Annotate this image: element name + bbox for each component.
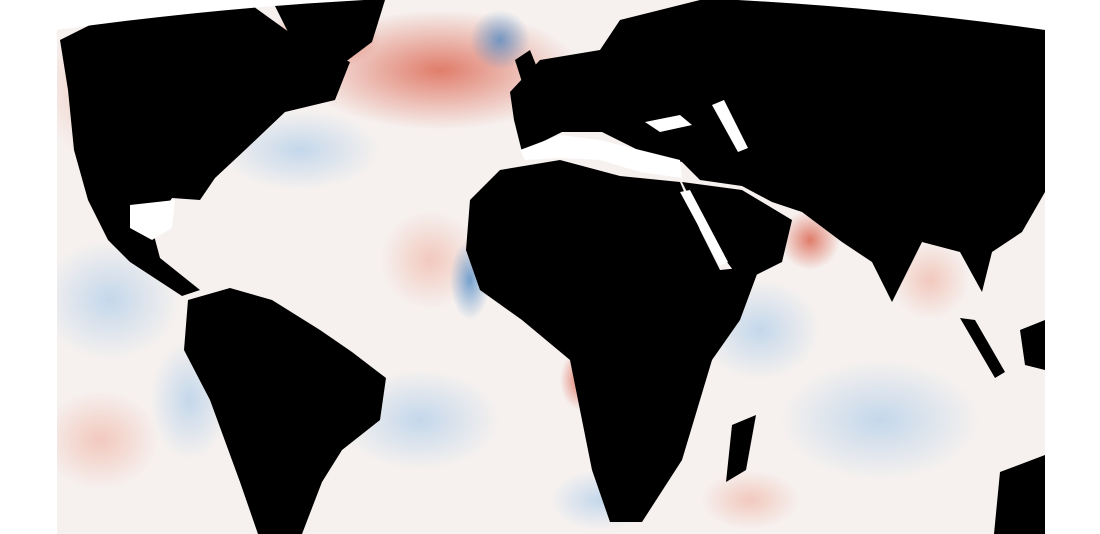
arabia — [682, 182, 792, 282]
red-sea — [680, 190, 728, 266]
borneo — [1020, 320, 1045, 370]
inland-seas — [130, 100, 748, 266]
madagascar — [726, 415, 756, 482]
south-america — [184, 288, 386, 534]
uk — [515, 50, 540, 82]
sumatra — [960, 318, 1005, 378]
caspian — [712, 100, 748, 152]
africa — [466, 160, 760, 522]
globe — [57, 0, 1045, 534]
eurasia — [510, 0, 1045, 302]
greenland — [272, 0, 385, 72]
gulf-of-mexico — [130, 200, 175, 240]
mediterranean — [520, 135, 682, 178]
land — [60, 0, 1045, 534]
black-sea — [645, 115, 692, 132]
australia — [994, 455, 1045, 534]
